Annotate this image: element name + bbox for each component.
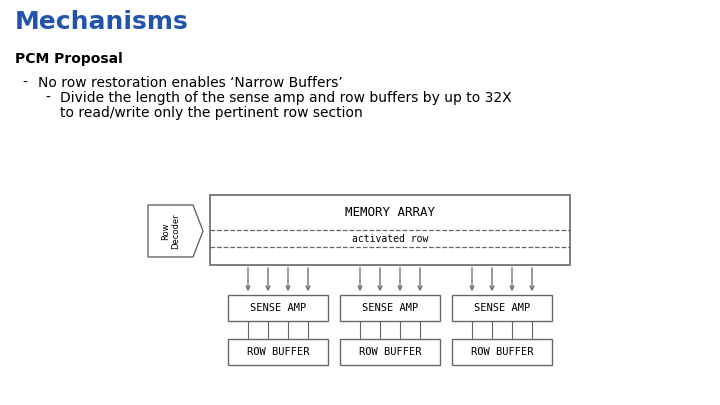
Text: SENSE AMP: SENSE AMP	[474, 303, 530, 313]
Text: SENSE AMP: SENSE AMP	[250, 303, 306, 313]
Text: ROW BUFFER: ROW BUFFER	[359, 347, 421, 357]
Text: -: -	[45, 91, 50, 105]
Text: No row restoration enables ‘Narrow Buffers’: No row restoration enables ‘Narrow Buffe…	[38, 76, 343, 90]
Polygon shape	[148, 205, 203, 257]
Bar	[452, 295, 552, 321]
Text: ROW BUFFER: ROW BUFFER	[247, 347, 310, 357]
Bar	[340, 339, 440, 365]
Text: PCM Proposal: PCM Proposal	[15, 52, 122, 66]
Bar	[210, 195, 570, 265]
Text: Mechanisms: Mechanisms	[15, 10, 189, 34]
Text: to read/write only the pertinent row section: to read/write only the pertinent row sec…	[60, 106, 363, 120]
Text: MEMORY ARRAY: MEMORY ARRAY	[345, 207, 435, 220]
Bar	[452, 339, 552, 365]
Text: activated row: activated row	[352, 234, 428, 243]
Bar	[228, 295, 328, 321]
Text: Divide the length of the sense amp and row buffers by up to 32X: Divide the length of the sense amp and r…	[60, 91, 512, 105]
Text: SENSE AMP: SENSE AMP	[362, 303, 418, 313]
Bar	[228, 339, 328, 365]
Text: Row
Decoder: Row Decoder	[161, 213, 180, 249]
Bar	[340, 295, 440, 321]
Text: ROW BUFFER: ROW BUFFER	[471, 347, 534, 357]
Text: -: -	[22, 76, 27, 90]
